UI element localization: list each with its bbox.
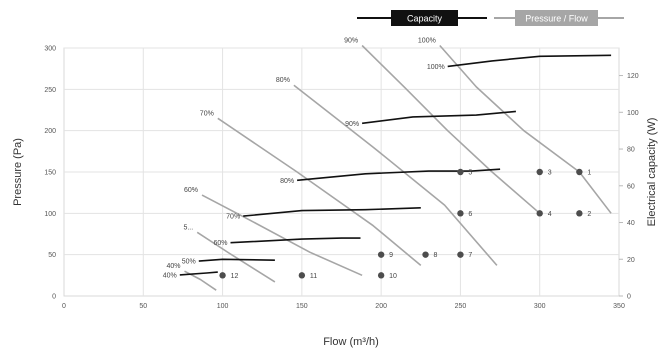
axes: 0 50 100 150 200 250 300 3500501001502002503000… (44, 46, 638, 311)
pressure-flow-line (439, 44, 612, 214)
capacity-curves: 100%90%80%70%60%50%40% (163, 54, 612, 279)
y-left-tick-label: 300 (44, 46, 56, 53)
operating-point-label: 10 (389, 273, 397, 280)
legend-capacity-label: Capacity (407, 14, 443, 24)
y-right-tick-label: 100 (627, 110, 639, 117)
operating-point-label: 12 (231, 273, 239, 280)
operating-point-label: 7 (468, 252, 472, 259)
y-right-tick-label: 40 (627, 220, 635, 227)
operating-point (377, 272, 385, 279)
y-right-tick-label: 20 (627, 257, 635, 264)
capacity-line (243, 207, 421, 217)
x-tick-label: 100 (217, 303, 229, 310)
capacity-curve-label: 60% (213, 240, 227, 247)
operating-point (576, 210, 583, 217)
y-left-tick-label: 50 (48, 252, 56, 259)
y-left-tick-label: 250 (44, 87, 56, 94)
y-left-tick-label: 150 (44, 170, 56, 177)
capacity-curve-label: 70% (226, 214, 240, 221)
capacity-curve-label: 80% (280, 178, 294, 185)
pressure-flow-curve-label: 100% (418, 38, 436, 45)
capacity-curve-label: 40% (163, 272, 177, 279)
operating-point-label: 9 (389, 252, 393, 259)
operating-point-label: 8 (434, 252, 438, 259)
operating-point (377, 251, 385, 258)
operating-point (457, 251, 464, 258)
capacity-line (230, 237, 361, 244)
pressure-flow-curve-label: 40% (166, 263, 180, 270)
pressure-flow-curve-label: 90% (344, 38, 358, 45)
operating-point (298, 272, 306, 279)
capacity-line (362, 110, 516, 125)
capacity-line (447, 54, 612, 68)
pressure-flow-curves: 100% 90% 80% 70% 60% 5... 40% (166, 38, 612, 291)
x-tick-label: 50 (139, 303, 147, 310)
pressure-flow-line (201, 194, 363, 277)
y-left-tick-label: 200 (44, 128, 56, 135)
x-axis-title: Flow (m³/h) (323, 336, 379, 348)
pressure-flow-curve-label: 80% (276, 77, 290, 84)
legend: Capacity Pressure / Flow (357, 10, 624, 26)
pressure-flow-curve-label: 60% (184, 187, 198, 194)
x-tick-label: 0 (62, 303, 66, 310)
capacity-line (179, 271, 218, 276)
operating-point-label: 2 (587, 211, 591, 218)
y-left-tick-label: 0 (52, 294, 56, 301)
operating-point (457, 168, 464, 176)
operating-point-label: 3 (548, 170, 552, 177)
operating-point-label: 4 (548, 211, 552, 218)
y-right-tick-label: 60 (627, 183, 635, 190)
x-tick-label: 350 (613, 303, 625, 310)
operating-point (536, 168, 543, 176)
operating-point (457, 210, 464, 217)
legend-pressure-flow-label: Pressure / Flow (525, 14, 588, 24)
operating-point (422, 251, 429, 258)
capacity-line (198, 258, 275, 262)
y-axis-left-title: Pressure (Pa) (12, 138, 24, 206)
y-right-tick-label: 80 (627, 147, 635, 154)
operating-point-label: 5 (468, 170, 472, 177)
x-tick-label: 150 (296, 303, 308, 310)
y-axis-right-title: Electrical capacity (W) (646, 118, 658, 227)
legend-pressure-flow-swatch (515, 10, 598, 26)
pressure-flow-curve-label: 5... (183, 224, 193, 231)
x-tick-label: 300 (534, 303, 546, 310)
x-tick-label: 250 (455, 303, 467, 310)
capacity-curve-label: 90% (345, 121, 359, 128)
pressure-flow-line (217, 117, 422, 267)
capacity-line (297, 168, 501, 182)
operating-point-label: 6 (468, 211, 472, 218)
y-right-tick-label: 0 (627, 294, 631, 301)
operating-point (219, 272, 226, 279)
operating-point (576, 168, 583, 176)
capacity-curve-label: 100% (427, 64, 445, 71)
grid (63, 47, 620, 297)
y-right-tick-label: 120 (627, 73, 639, 80)
pressure-flow-line (196, 231, 276, 283)
x-tick-label: 200 (375, 303, 387, 310)
pressure-flow-line (361, 44, 541, 214)
pressure-flow-curve-label: 70% (200, 110, 214, 117)
operating-point-label: 11 (310, 273, 317, 280)
pressure-flow-line (293, 84, 498, 266)
operating-point (536, 210, 543, 217)
operating-point-label: 1 (587, 170, 591, 177)
capacity-curve-label: 50% (182, 259, 196, 266)
y-left-tick-label: 100 (44, 211, 56, 218)
legend-capacity-swatch (391, 10, 458, 26)
